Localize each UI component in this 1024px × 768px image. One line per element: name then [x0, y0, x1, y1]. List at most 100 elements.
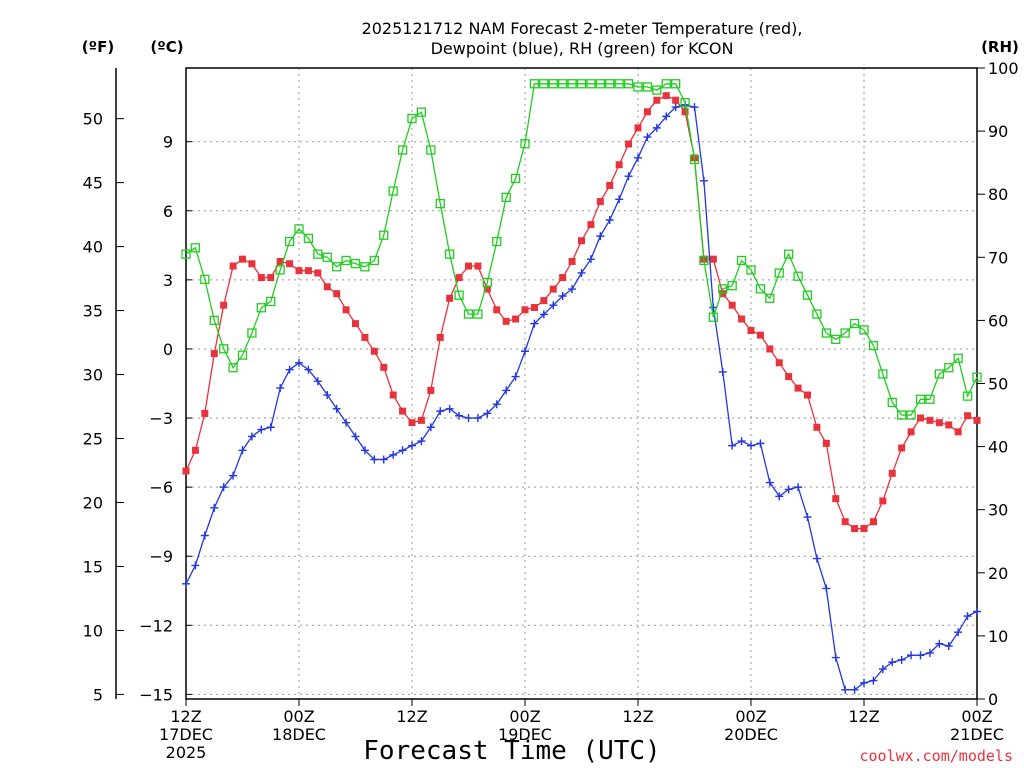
dewpoint-point: [634, 153, 642, 162]
temperature-point: [182, 467, 190, 475]
rh-point: [247, 328, 257, 338]
dewpoint-point: [313, 377, 322, 386]
fahrenheit-tick-label: 40: [83, 238, 103, 257]
x-axis-title: Forecast Time (UTC): [363, 736, 660, 766]
time-tick-label: 12Z: [848, 707, 879, 726]
temperature-point: [766, 345, 774, 353]
dewpoint-point: [925, 648, 934, 657]
temperature-point: [239, 255, 246, 263]
dewpoint-point: [728, 441, 737, 450]
dewpoint-point: [794, 483, 803, 492]
dewpoint-point: [492, 400, 501, 409]
temperature-point: [455, 274, 463, 282]
time-tick-label: 18DEC: [272, 725, 326, 744]
dewpoint-point: [935, 639, 944, 648]
rh-point: [379, 230, 389, 240]
rh-point: [840, 328, 850, 338]
dewpoint-point: [615, 195, 624, 204]
temperature-point: [945, 421, 953, 429]
temperature-point: [229, 262, 237, 270]
rh-point: [633, 82, 643, 92]
fahrenheit-tick-label: 5: [93, 685, 103, 704]
dewpoint-point: [266, 423, 275, 432]
temperature-point: [276, 257, 284, 265]
dewpoint-point: [219, 483, 228, 492]
rh-point: [765, 293, 775, 303]
fahrenheit-tick-label: 45: [83, 174, 103, 193]
rh-point: [332, 262, 342, 272]
dewpoint-point: [897, 655, 906, 664]
temperature-point: [370, 347, 378, 355]
rh-point: [397, 145, 408, 155]
temperature-point: [286, 260, 294, 268]
dewpoint-point: [464, 414, 473, 423]
dewpoint-point: [643, 133, 652, 142]
temperature-point: [738, 315, 746, 323]
dewpoint-point: [285, 365, 294, 374]
dewpoint-point: [624, 172, 633, 181]
grid-lines: [186, 68, 977, 699]
dewpoint-point: [483, 409, 492, 418]
fahrenheit-tick-label: 50: [83, 110, 103, 129]
rh-point: [953, 353, 963, 363]
temperature-point: [596, 198, 604, 206]
temperature-point: [474, 262, 482, 270]
rh-point: [294, 224, 304, 234]
dewpoint-point: [342, 418, 351, 427]
fahrenheit-tick-label: 35: [83, 302, 103, 321]
plot-area-frame: [185, 67, 978, 700]
rh-point: [727, 281, 737, 291]
dewpoint-point: [426, 423, 435, 432]
temperature-point: [898, 444, 906, 452]
rh-point: [341, 255, 351, 266]
temperature-point: [267, 274, 275, 282]
temperature-point: [578, 237, 585, 245]
temperature-point: [248, 260, 256, 268]
fahrenheit-tick-label: 30: [83, 366, 103, 385]
temperature-point: [926, 416, 934, 424]
rh-point: [463, 309, 474, 319]
dewpoint-point: [379, 455, 388, 464]
rh-point: [849, 318, 860, 329]
rh-point: [868, 340, 879, 351]
dewpoint-point: [539, 310, 548, 319]
temperature-point: [417, 416, 425, 424]
rh-tick-label: 100: [988, 59, 1019, 78]
dewpoint-point: [473, 414, 482, 423]
rh-point: [548, 79, 558, 89]
dewpoint-point: [530, 319, 539, 328]
rh-point: [435, 199, 445, 209]
temperature-point: [804, 391, 811, 399]
dewpoint-point: [304, 365, 313, 374]
temperature-point: [813, 423, 821, 431]
fahrenheit-tick-label: 25: [83, 430, 103, 449]
dewpoint-point: [408, 441, 416, 450]
dewpoint-point: [812, 554, 821, 563]
temperature-point: [719, 290, 727, 298]
dewpoint-point: [944, 642, 953, 651]
temperature-point: [728, 301, 736, 309]
rh-point: [501, 192, 511, 203]
temperature-point: [653, 96, 661, 104]
dewpoint-point: [586, 255, 595, 264]
temperature-point: [465, 262, 472, 270]
rh-point: [821, 328, 831, 338]
rh-point: [661, 79, 671, 89]
temperature-point: [323, 283, 331, 291]
rh-point: [388, 186, 398, 196]
rh-point: [181, 249, 191, 259]
dewpoint-point: [954, 628, 963, 637]
rh-point: [642, 82, 653, 92]
time-tick-label: 00Z: [283, 707, 314, 726]
rh-point: [576, 79, 587, 89]
rh-point: [209, 315, 219, 326]
rh-point: [755, 284, 766, 294]
celsius-tick-label: −3: [149, 409, 173, 428]
dewpoint-line: [185, 104, 978, 691]
temperature-point: [869, 518, 877, 526]
dewpoint-point: [276, 384, 285, 393]
rh-point: [812, 309, 822, 319]
celsius-tick-label: 3: [163, 271, 173, 290]
temperature-point: [427, 386, 435, 394]
dewpoint-point: [398, 446, 407, 455]
